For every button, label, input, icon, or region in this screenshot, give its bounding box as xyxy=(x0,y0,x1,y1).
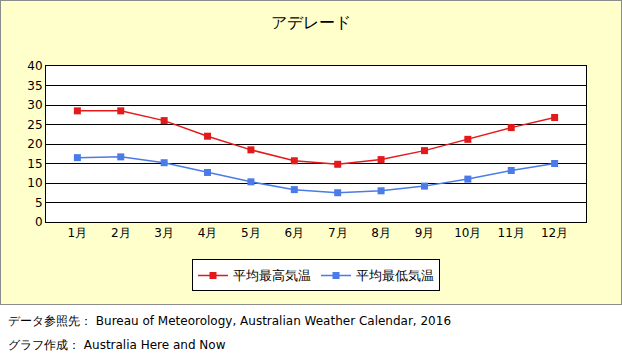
svg-text:10: 10 xyxy=(27,176,42,190)
svg-text:平均最低気温: 平均最低気温 xyxy=(356,268,434,283)
svg-text:40: 40 xyxy=(27,59,42,73)
html-text:データ参照先： Bureau of Meteorology,: データ参照先： Bureau of Meteorology, Australia… xyxy=(8,314,451,328)
svg-text:4月: 4月 xyxy=(198,226,218,240)
svg-text:6月: 6月 xyxy=(284,226,304,240)
svg-text:5月: 5月 xyxy=(241,226,261,240)
svg-text:35: 35 xyxy=(27,79,42,93)
svg-text:25: 25 xyxy=(27,118,42,132)
svg-text:9月: 9月 xyxy=(415,226,435,240)
svg-text:平均最高気温: 平均最高気温 xyxy=(233,268,311,283)
html-text:グラフ作成： Australia Here and Now: グラフ作成： Australia Here and Now xyxy=(8,338,226,352)
svg-text:12月: 12月 xyxy=(541,226,568,240)
svg-text:20: 20 xyxy=(27,137,42,151)
svg-text:15: 15 xyxy=(27,157,42,171)
svg-text:11月: 11月 xyxy=(498,226,525,240)
svg-text:0: 0 xyxy=(35,215,43,229)
svg-text:30: 30 xyxy=(27,98,42,112)
svg-text:2月: 2月 xyxy=(111,226,131,240)
svg-text:アデレード: アデレード xyxy=(271,13,351,32)
svg-text:1月: 1月 xyxy=(68,226,88,240)
svg-text:3月: 3月 xyxy=(154,226,174,240)
svg-text:7月: 7月 xyxy=(328,226,348,240)
svg-text:5: 5 xyxy=(35,196,43,210)
svg-text:8月: 8月 xyxy=(371,226,391,240)
svg-text:10月: 10月 xyxy=(454,226,481,240)
